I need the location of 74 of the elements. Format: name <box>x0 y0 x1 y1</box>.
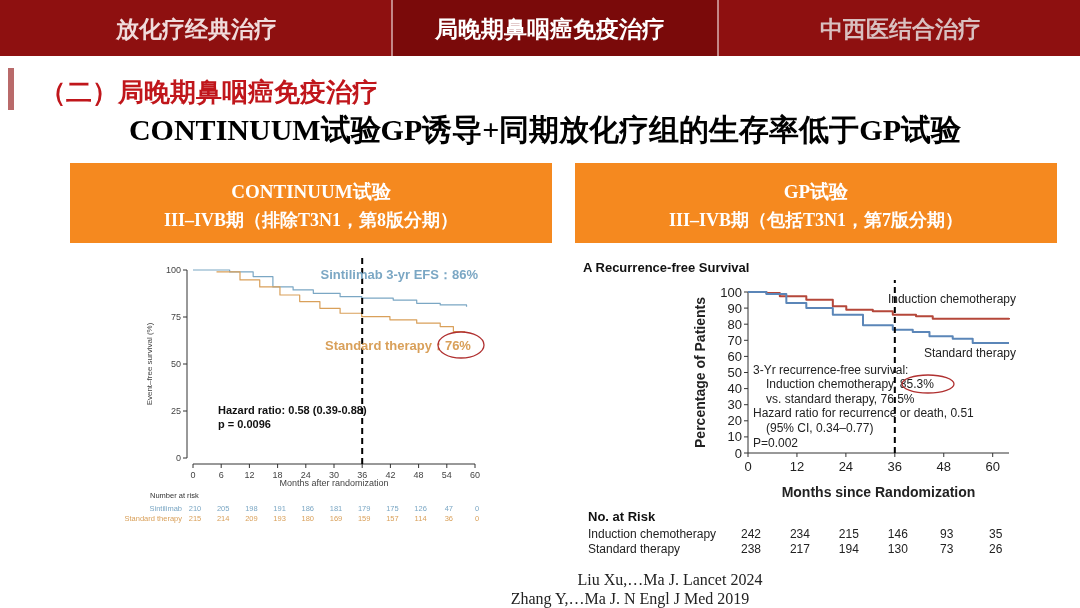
y-tick-label: 20 <box>727 413 742 429</box>
text: 146 <box>887 527 909 541</box>
text: 217 <box>789 542 811 556</box>
y-tick-label: 60 <box>727 348 742 364</box>
annotation: Hazard ratio: 0.58 (0.39-0.88) <box>218 404 367 416</box>
y-tick-label: 40 <box>727 381 742 397</box>
text: 26 <box>989 542 1003 556</box>
text: 194 <box>838 542 860 556</box>
y-tick-label: 25 <box>170 406 181 417</box>
text: 238 <box>740 542 762 556</box>
x-tick-label: 54 <box>441 470 452 480</box>
text: Induction chemotherapy <box>588 527 717 541</box>
x-tick-label: 60 <box>469 470 481 480</box>
text: 130 <box>887 542 909 556</box>
text: （二）局晚期鼻咽癌免疫治疗 <box>40 77 378 107</box>
annotation: P=0.002 <box>753 436 799 450</box>
text: No. at Risk <box>588 509 656 524</box>
x-tick-label: 18 <box>272 470 283 480</box>
annotation: Sintilimab 3-yr EFS：86% <box>320 267 479 282</box>
text: 35 <box>989 527 1003 541</box>
y-tick-label: 90 <box>727 300 742 316</box>
x-tick-label: 12 <box>789 459 805 474</box>
text: 93 <box>940 527 954 541</box>
text: 局晚期鼻咽癌免疫治疗 <box>434 16 665 42</box>
y-tick-label: 70 <box>727 332 742 348</box>
y-tick-label: 80 <box>727 316 742 332</box>
series-label: Induction chemotherapy <box>887 292 1016 306</box>
x-tick-label: 30 <box>328 470 340 480</box>
y-tick-label: 30 <box>727 397 742 413</box>
text: A Recurrence-free Survival <box>583 260 750 275</box>
x-axis-title: Months since Randomization <box>781 484 976 500</box>
text: Liu Xu,…Ma J. Lancet 2024 <box>577 571 763 588</box>
y-axis-title: Percentage of Patients <box>692 296 708 448</box>
annotation: p = 0.0096 <box>218 418 271 430</box>
text: 242 <box>740 527 762 541</box>
annotation: 3-Yr recurrence-free survival: <box>753 363 909 377</box>
chart-title: CONTINUUM试验 <box>231 181 392 202</box>
x-tick-label: 24 <box>838 459 854 474</box>
y-tick-label: 50 <box>727 365 742 381</box>
text: Zhang Y,…Ma J. N Engl J Med 2019 <box>510 590 750 608</box>
annotation: (95% CI, 0.34–0.77) <box>766 421 874 435</box>
text: 234 <box>789 527 811 541</box>
chart-subtitle: III–IVB期（包括T3N1，第7版分期） <box>668 210 964 230</box>
x-tick-label: 0 <box>190 470 196 480</box>
y-tick-label: 10 <box>727 429 742 445</box>
x-tick-label: 48 <box>413 470 424 480</box>
y-tick-label: 100 <box>165 265 181 276</box>
x-tick-label: 24 <box>300 470 311 480</box>
x-tick-label: 12 <box>244 470 255 480</box>
text: Standard therapy <box>588 542 681 556</box>
series-label: Standard therapy <box>923 346 1016 360</box>
x-tick-label: 42 <box>385 470 396 480</box>
y-tick-label: 75 <box>170 312 181 323</box>
x-axis-title: Months after randomization <box>279 478 389 488</box>
chart-title: GP试验 <box>783 181 850 202</box>
annotation: Hazard ratio for recurrence or death, 0.51 <box>753 406 975 420</box>
text: 放化疗经典治疗 <box>114 16 277 42</box>
text: 中西医结合治疗 <box>819 16 981 42</box>
y-tick-label: 50 <box>170 359 181 370</box>
x-tick-label: 6 <box>218 470 224 480</box>
text: 73 <box>940 542 954 556</box>
y-tick-label: 0 <box>734 445 742 461</box>
x-tick-label: 36 <box>887 459 903 474</box>
x-tick-label: 36 <box>357 470 368 480</box>
text: 215 <box>838 527 860 541</box>
annotation: vs. standard therapy, 76.5% <box>766 392 915 406</box>
y-axis-title: Event–free survival (%) <box>145 322 154 406</box>
x-tick-label: 0 <box>744 459 752 474</box>
y-tick-label: 100 <box>720 284 742 300</box>
x-tick-label: 48 <box>936 459 951 474</box>
x-tick-label: 60 <box>985 459 1000 474</box>
text: CONTINUUM试验GP诱导+同期放化疗组的生存率低于GP试验 <box>128 113 963 146</box>
annotation: Standard therapy：76% <box>325 338 472 353</box>
chart-subtitle: III–IVB期（排除T3N1，第8版分期） <box>163 210 459 230</box>
